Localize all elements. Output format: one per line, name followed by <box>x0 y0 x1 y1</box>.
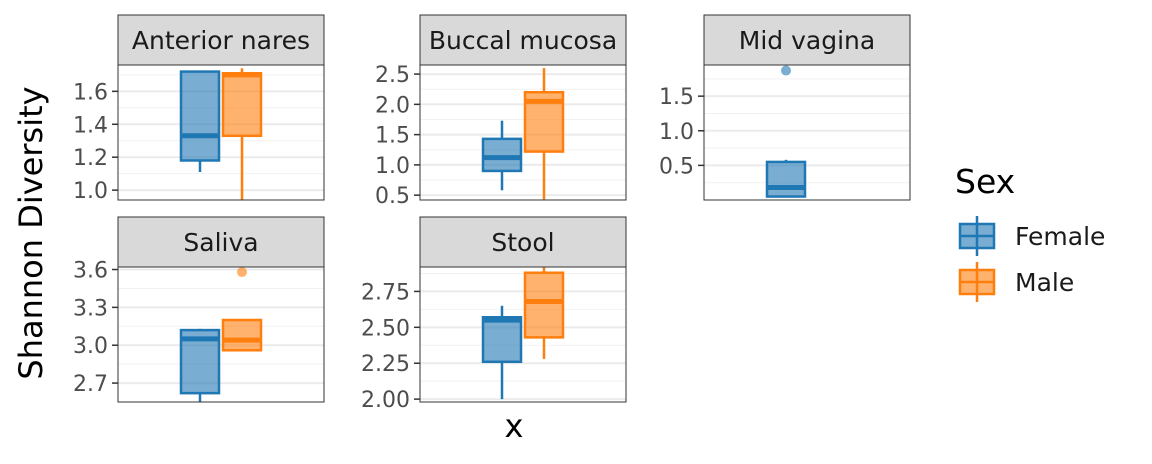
panel-background-stool <box>420 267 626 402</box>
y-tick-label: 1.0 <box>73 179 108 204</box>
y-tick-label: 1.4 <box>73 113 108 138</box>
facet-title-mid-vagina: Mid vagina <box>739 26 875 55</box>
outlier-point-female <box>781 65 791 76</box>
panel-background-saliva <box>118 267 324 402</box>
facet-title-saliva: Saliva <box>183 228 258 257</box>
box-male <box>221 71 263 138</box>
facet-strip-saliva <box>117 216 325 268</box>
y-tick-label: 3.0 <box>73 334 108 359</box>
facet-title-anterior-nares: Anterior nares <box>132 26 310 55</box>
y-tick-label: 2.7 <box>73 372 108 397</box>
y-tick-label: 1.5 <box>659 85 694 110</box>
y-tick-label: 1.0 <box>375 154 410 179</box>
box-male <box>221 318 263 352</box>
box-female <box>765 160 807 198</box>
facet-strip-mid-vagina <box>703 14 911 66</box>
panel-border-saliva <box>117 266 325 403</box>
panel-background-buccal-mucosa <box>420 65 626 200</box>
box-female <box>481 137 523 173</box>
y-tick-label: 0.5 <box>375 184 410 209</box>
y-axis-title: Shannon Diversity <box>12 86 50 379</box>
y-tick-label: 2.75 <box>361 280 410 305</box>
legend-label-male: Male <box>1015 268 1074 297</box>
y-tick-label: 2.00 <box>361 388 410 413</box>
facet-strip-anterior-nares <box>117 14 325 66</box>
legend-label-female: Female <box>1015 222 1105 251</box>
facet-strip-stool <box>419 216 627 268</box>
y-tick-label: 2.25 <box>361 352 410 377</box>
legend-title: Sex <box>955 162 1015 201</box>
y-tick-label: 1.5 <box>375 124 410 149</box>
facet-title-buccal-mucosa: Buccal mucosa <box>429 26 617 55</box>
y-tick-label: 1.6 <box>73 80 108 105</box>
facet-strip-buccal-mucosa <box>419 14 627 66</box>
panel-border-mid-vagina <box>703 64 911 201</box>
y-tick-label: 3.3 <box>73 296 108 321</box>
panel-background-anterior-nares <box>118 65 324 200</box>
y-tick-label: 2.0 <box>375 93 410 118</box>
panel-border-buccal-mucosa <box>419 64 627 201</box>
x-axis-title: x <box>505 407 524 445</box>
y-tick-label: 0.5 <box>659 154 694 179</box>
box-male <box>523 271 565 339</box>
y-tick-label: 2.5 <box>375 63 410 88</box>
panel-border-anterior-nares <box>117 64 325 201</box>
panel-background-mid-vagina <box>704 65 910 200</box>
facet-title-stool: Stool <box>491 228 554 257</box>
box-female <box>179 70 221 162</box>
y-tick-label: 3.6 <box>73 259 108 284</box>
y-tick-label: 2.50 <box>361 316 410 341</box>
box-female <box>481 316 523 364</box>
outlier-point-male <box>237 267 247 278</box>
panel-border-stool <box>419 266 627 403</box>
y-tick-label: 1.2 <box>73 146 108 171</box>
y-tick-label: 1.0 <box>659 120 694 145</box>
